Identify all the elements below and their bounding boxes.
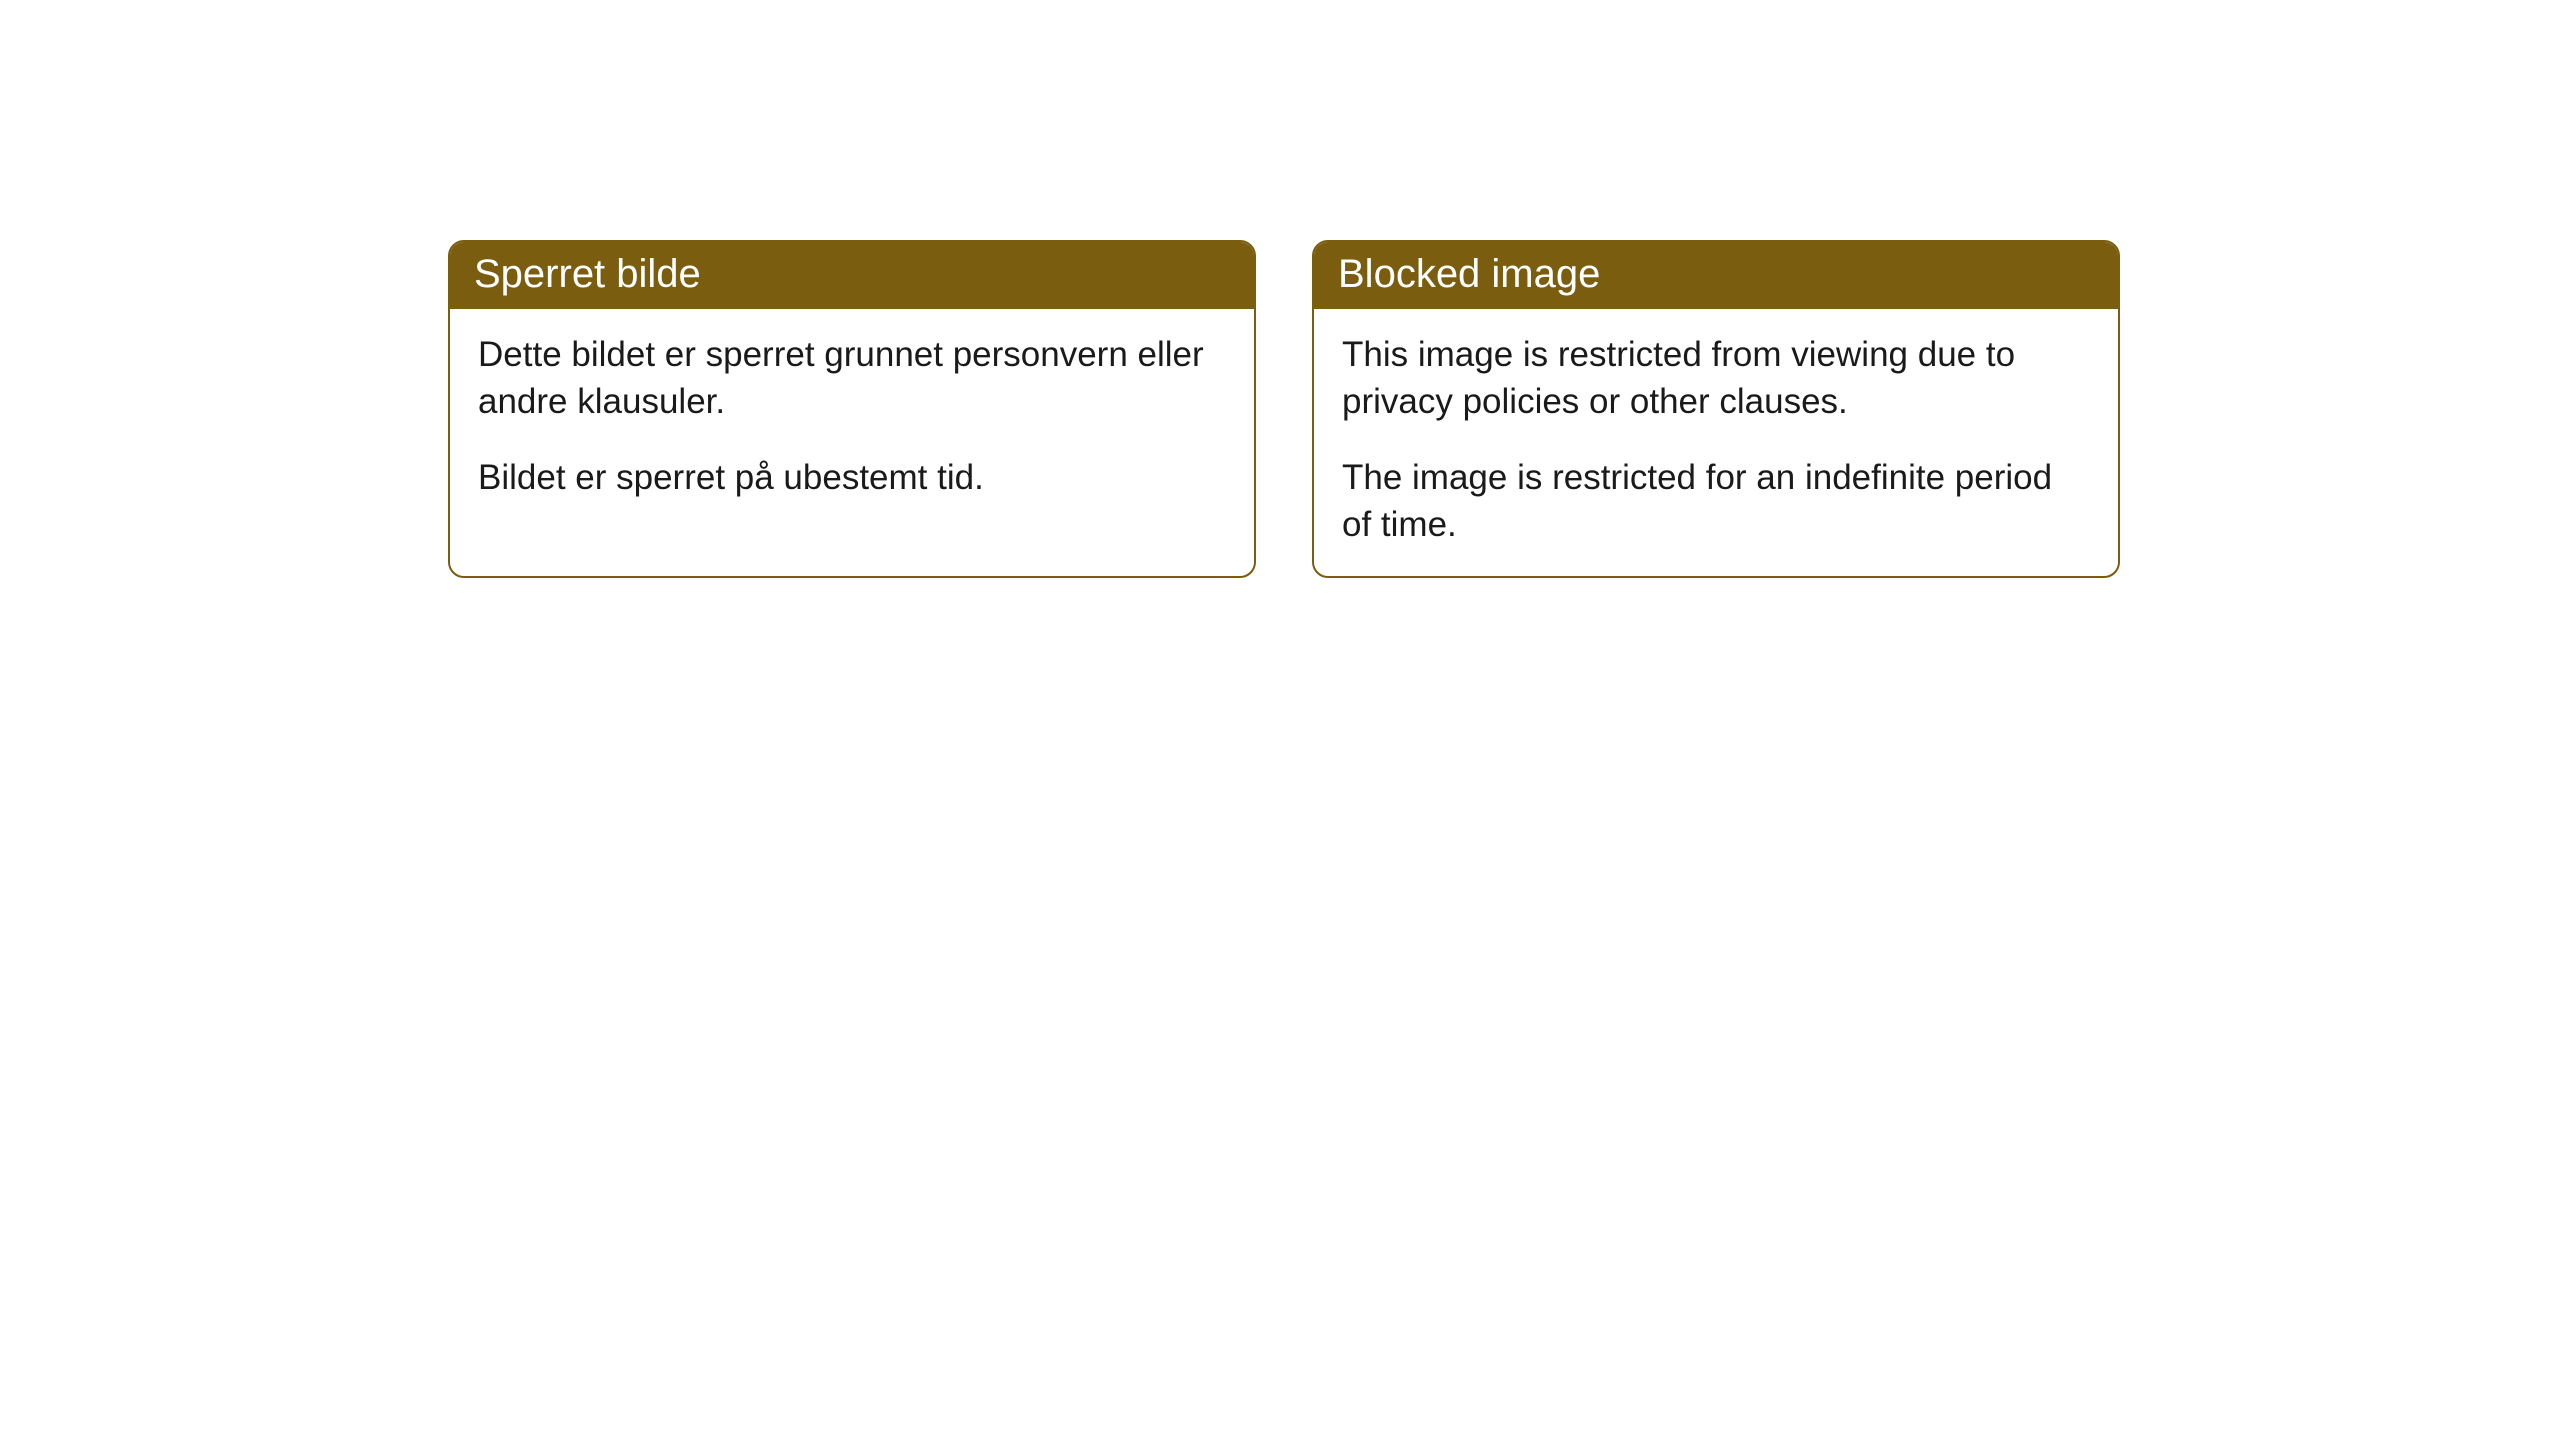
card-paragraph: Bildet er sperret på ubestemt tid.	[478, 454, 1226, 501]
blocked-image-card-english: Blocked image This image is restricted f…	[1312, 240, 2120, 578]
cards-container: Sperret bilde Dette bildet er sperret gr…	[448, 240, 2120, 578]
card-title: Blocked image	[1314, 242, 2118, 309]
card-title: Sperret bilde	[450, 242, 1254, 309]
card-paragraph: This image is restricted from viewing du…	[1342, 331, 2090, 426]
card-paragraph: The image is restricted for an indefinit…	[1342, 454, 2090, 549]
blocked-image-card-norwegian: Sperret bilde Dette bildet er sperret gr…	[448, 240, 1256, 578]
card-paragraph: Dette bildet er sperret grunnet personve…	[478, 331, 1226, 426]
card-body: Dette bildet er sperret grunnet personve…	[450, 309, 1254, 529]
card-body: This image is restricted from viewing du…	[1314, 309, 2118, 576]
